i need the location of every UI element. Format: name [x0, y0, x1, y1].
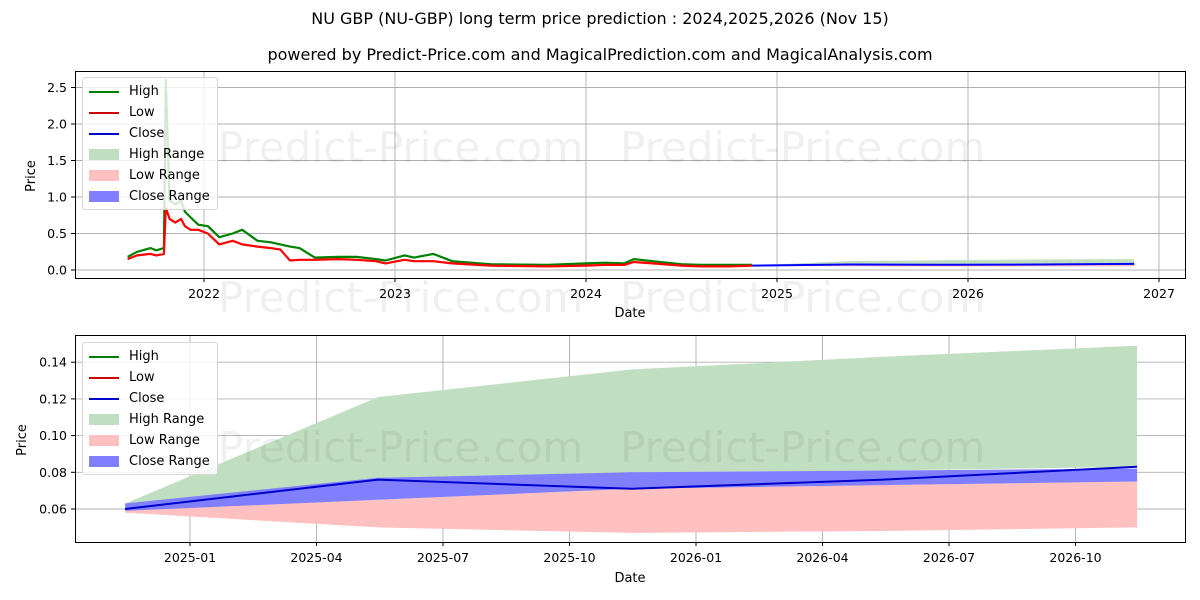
legend-item-close-range: Close Range [89, 451, 211, 472]
x-tick-label: 2027 [1143, 286, 1175, 301]
legend-line-swatch-icon [89, 398, 119, 400]
x-tick-label: 2025-07 [417, 550, 469, 565]
watermark-text: Predict-Price.com [620, 423, 985, 472]
legend-line-swatch-icon [89, 91, 119, 93]
legend-label: High [129, 349, 159, 364]
legend-label: Close Range [129, 454, 210, 469]
x-tick-label: 2023 [379, 286, 411, 301]
x-tick-label: 2024 [570, 286, 602, 301]
legend-item-high-range: High Range [89, 144, 211, 165]
top-xlabel: Date [614, 306, 645, 321]
legend-label: Low Range [129, 433, 200, 448]
legend-patch-swatch-icon [89, 456, 119, 467]
legend-item-high: High [89, 346, 211, 367]
legend-line-swatch-icon [89, 112, 119, 114]
legend-patch-swatch-icon [89, 170, 119, 181]
legend-item-high: High [89, 81, 211, 102]
x-tick-label: 2026-07 [923, 550, 975, 565]
x-tick-label: 2025-01 [164, 550, 216, 565]
legend-item-close: Close [89, 388, 211, 409]
x-tick-label: 2026-04 [796, 550, 848, 565]
x-tick-label: 2026-10 [1049, 550, 1101, 565]
legend-patch-swatch-icon [89, 414, 119, 425]
legend-line-swatch-icon [89, 356, 119, 358]
y-tick-label: 0.10 [39, 428, 67, 443]
legend-line-swatch-icon [89, 377, 119, 379]
top-series [128, 80, 1135, 266]
high-line [128, 80, 753, 265]
top-gridlines [75, 71, 1185, 278]
legend-label: Close Range [129, 189, 210, 204]
legend-item-low-range: Low Range [89, 430, 211, 451]
legend-patch-swatch-icon [89, 435, 119, 446]
y-tick-label: 0.08 [39, 465, 67, 480]
x-tick-label: 2026-01 [670, 550, 722, 565]
top-ylabel: Price [24, 160, 39, 192]
y-tick-label: 1.0 [47, 190, 67, 205]
watermark-text: Predict-Price.com [218, 123, 583, 172]
watermark-text: Predict-Price.com [620, 273, 985, 322]
legend-patch-swatch-icon [89, 149, 119, 160]
x-tick-label: 2022 [188, 286, 220, 301]
y-tick-label: 1.5 [47, 153, 67, 168]
top-axes-frame [76, 72, 1186, 279]
legend-label: Low [129, 370, 155, 385]
watermark-text: Predict-Price.com [620, 123, 985, 172]
y-tick-label: 0.06 [39, 502, 67, 517]
watermark-text: Predict-Price.com [218, 423, 583, 472]
legend-item-low: Low [89, 367, 211, 388]
y-tick-label: 2.5 [47, 80, 67, 95]
x-tick-label: 2025 [761, 286, 793, 301]
legend-patch-swatch-icon [89, 191, 119, 202]
top-legend: High Low Close High Range Low Range Close Ran… [82, 77, 218, 210]
y-tick-label: 0.5 [47, 226, 67, 241]
bottom-xlabel: Date [614, 571, 645, 586]
legend-item-low: Low [89, 102, 211, 123]
legend-label: High [129, 84, 159, 99]
legend-item-close: Close [89, 123, 211, 144]
bottom-ylabel: Price [15, 424, 30, 456]
x-tick-label: 2025-10 [543, 550, 595, 565]
x-tick-label: 2026 [952, 286, 984, 301]
legend-label: Low Range [129, 168, 200, 183]
x-tick-label: 2025-04 [290, 550, 342, 565]
legend-line-swatch-icon [89, 133, 119, 135]
legend-item-high-range: High Range [89, 409, 211, 430]
legend-label: High Range [129, 147, 204, 162]
y-tick-label: 0.14 [39, 355, 67, 370]
legend-label: Close [129, 126, 164, 141]
legend-item-close-range: Close Range [89, 186, 211, 207]
y-tick-label: 0.12 [39, 391, 67, 406]
y-tick-label: 2.0 [47, 117, 67, 132]
legend-label: Low [129, 105, 155, 120]
bottom-legend: High Low Close High Range Low Range Close Ran… [82, 342, 218, 475]
legend-label: Close [129, 391, 164, 406]
legend-item-low-range: Low Range [89, 165, 211, 186]
legend-label: High Range [129, 412, 204, 427]
y-tick-label: 0.0 [47, 263, 67, 278]
